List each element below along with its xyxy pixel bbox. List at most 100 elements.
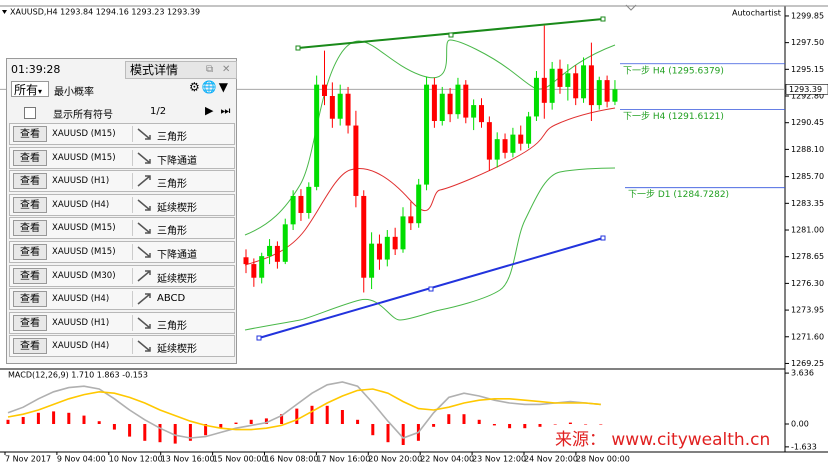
current-price-box (785, 84, 828, 95)
macd-histogram-bar (264, 418, 268, 425)
pattern-name: 三角形 (157, 132, 187, 143)
bollinger-lower (244, 167, 616, 331)
y-tick-label: 1276.30 (791, 279, 824, 288)
candle-body (306, 186, 312, 213)
line-handle[interactable] (448, 32, 454, 38)
candle-body (549, 68, 555, 103)
x-tick-label: 10 Nov 12:00 (109, 455, 163, 464)
view-button[interactable]: 查看 (13, 244, 47, 260)
separator (132, 338, 133, 355)
candle-body (502, 139, 508, 153)
view-button[interactable]: 查看 (13, 267, 47, 284)
direction-icon (136, 198, 154, 212)
macd-histogram-bar (325, 405, 329, 425)
page-nav[interactable]: ▶ ⏭ (205, 104, 231, 117)
macd-tick-label: -1.633 (791, 442, 817, 451)
arrow (137, 152, 151, 164)
separator (132, 267, 133, 284)
macd-histogram-bar (204, 424, 208, 436)
y-tick-label: 1269.25 (791, 359, 824, 368)
separator (132, 126, 133, 142)
restore-icon[interactable]: ⧉ (206, 64, 214, 75)
macd-histogram-bar (6, 419, 10, 425)
macd-histogram-bar (158, 424, 162, 443)
direction-arrow (137, 269, 151, 282)
macd-histogram-bar (295, 408, 299, 425)
macd-histogram-bar (462, 414, 466, 425)
y-tick-label: 1292.80 (791, 92, 824, 101)
clock: 01:39:28 (11, 63, 61, 76)
line-handle[interactable] (428, 286, 434, 292)
pattern-name: 三角形 (157, 320, 187, 332)
arrow (137, 269, 151, 282)
pattern-row: 查看 XAUUSD (M15) 三角形 (9, 123, 235, 145)
filter-value: 所有 (14, 83, 39, 97)
close-icon[interactable]: ✕ (222, 64, 231, 75)
watermark: 来源： www.citywealth.cn (555, 430, 770, 450)
arrow (137, 317, 151, 329)
direction-arrow (137, 317, 151, 329)
y-tick-label: 1283.35 (791, 199, 824, 208)
x-tick-label: 7 Nov 2017 (5, 455, 51, 464)
macd-histogram-bar (97, 421, 101, 425)
separator (132, 314, 133, 331)
arrow (137, 293, 151, 305)
checkbox[interactable] (24, 107, 36, 119)
candle-body (463, 84, 469, 118)
y-tick-label: 1281.00 (791, 226, 824, 235)
view-button[interactable]: 查看 (13, 126, 47, 142)
collapse-arrow[interactable] (625, 4, 637, 11)
view-button[interactable]: 查看 (13, 220, 47, 237)
pattern-name: 下降通道 (157, 155, 197, 167)
candle-body (612, 89, 618, 102)
symbol: XAUUSD (M15) (52, 223, 116, 234)
direction-arrow (137, 340, 151, 353)
line-handle[interactable] (600, 235, 606, 241)
pattern-name: 延续楔形 (157, 273, 197, 285)
macd-histogram-bar (249, 419, 253, 425)
macd-histogram-bar (36, 412, 40, 425)
candle-body (510, 134, 516, 153)
candle-body (431, 84, 437, 121)
candle-body (267, 245, 273, 257)
direction-icon (136, 221, 154, 235)
view-button[interactable]: 查看 (13, 314, 47, 331)
candle-body (486, 122, 492, 160)
line-handle[interactable] (295, 45, 301, 51)
macd-histogram-bar (143, 424, 147, 441)
direction-arrow (137, 222, 151, 235)
separator (132, 291, 133, 308)
current-price-label: 1293.39 (789, 85, 822, 94)
view-button[interactable]: 查看 (13, 338, 47, 355)
x-tick-label: 16 Nov 08:00 (265, 455, 319, 464)
direction-arrow (137, 175, 151, 187)
line-handle[interactable] (256, 335, 262, 341)
view-button[interactable]: 查看 (13, 173, 47, 190)
macd-histogram-bar (356, 419, 360, 425)
macd-histogram-bar (112, 424, 116, 430)
x-tick-label: 20 Nov 20:00 (368, 455, 422, 464)
candle-body (494, 139, 500, 160)
arrow (137, 340, 151, 353)
toolbar-icons[interactable]: ⚙🌐▼ (189, 80, 230, 94)
candle-body (424, 84, 430, 185)
symbol: XAUUSD (M30) (52, 270, 116, 281)
macd-histogram-bar (82, 415, 86, 425)
symbol: XAUUSD (M15) (52, 247, 116, 257)
macd-histogram-bar (568, 422, 572, 425)
view-button[interactable]: 查看 (13, 149, 47, 166)
symbol: XAUUSD (H4) (52, 199, 110, 210)
line-handle[interactable] (600, 16, 606, 22)
candle-body (526, 116, 532, 144)
macd-histogram-bar (188, 424, 192, 441)
direction-icon (136, 292, 154, 306)
direction-icon (136, 127, 154, 141)
filter-dropdown[interactable]: 所有▾ (11, 81, 49, 97)
view-button[interactable]: 查看 (13, 196, 47, 213)
dropdown-arrow: ▾ (38, 87, 43, 96)
min-probability[interactable]: 最小概率 (54, 87, 94, 98)
candle-body (439, 93, 445, 121)
separator (132, 173, 133, 190)
arrow (137, 175, 151, 187)
view-button[interactable]: 查看 (13, 291, 47, 308)
